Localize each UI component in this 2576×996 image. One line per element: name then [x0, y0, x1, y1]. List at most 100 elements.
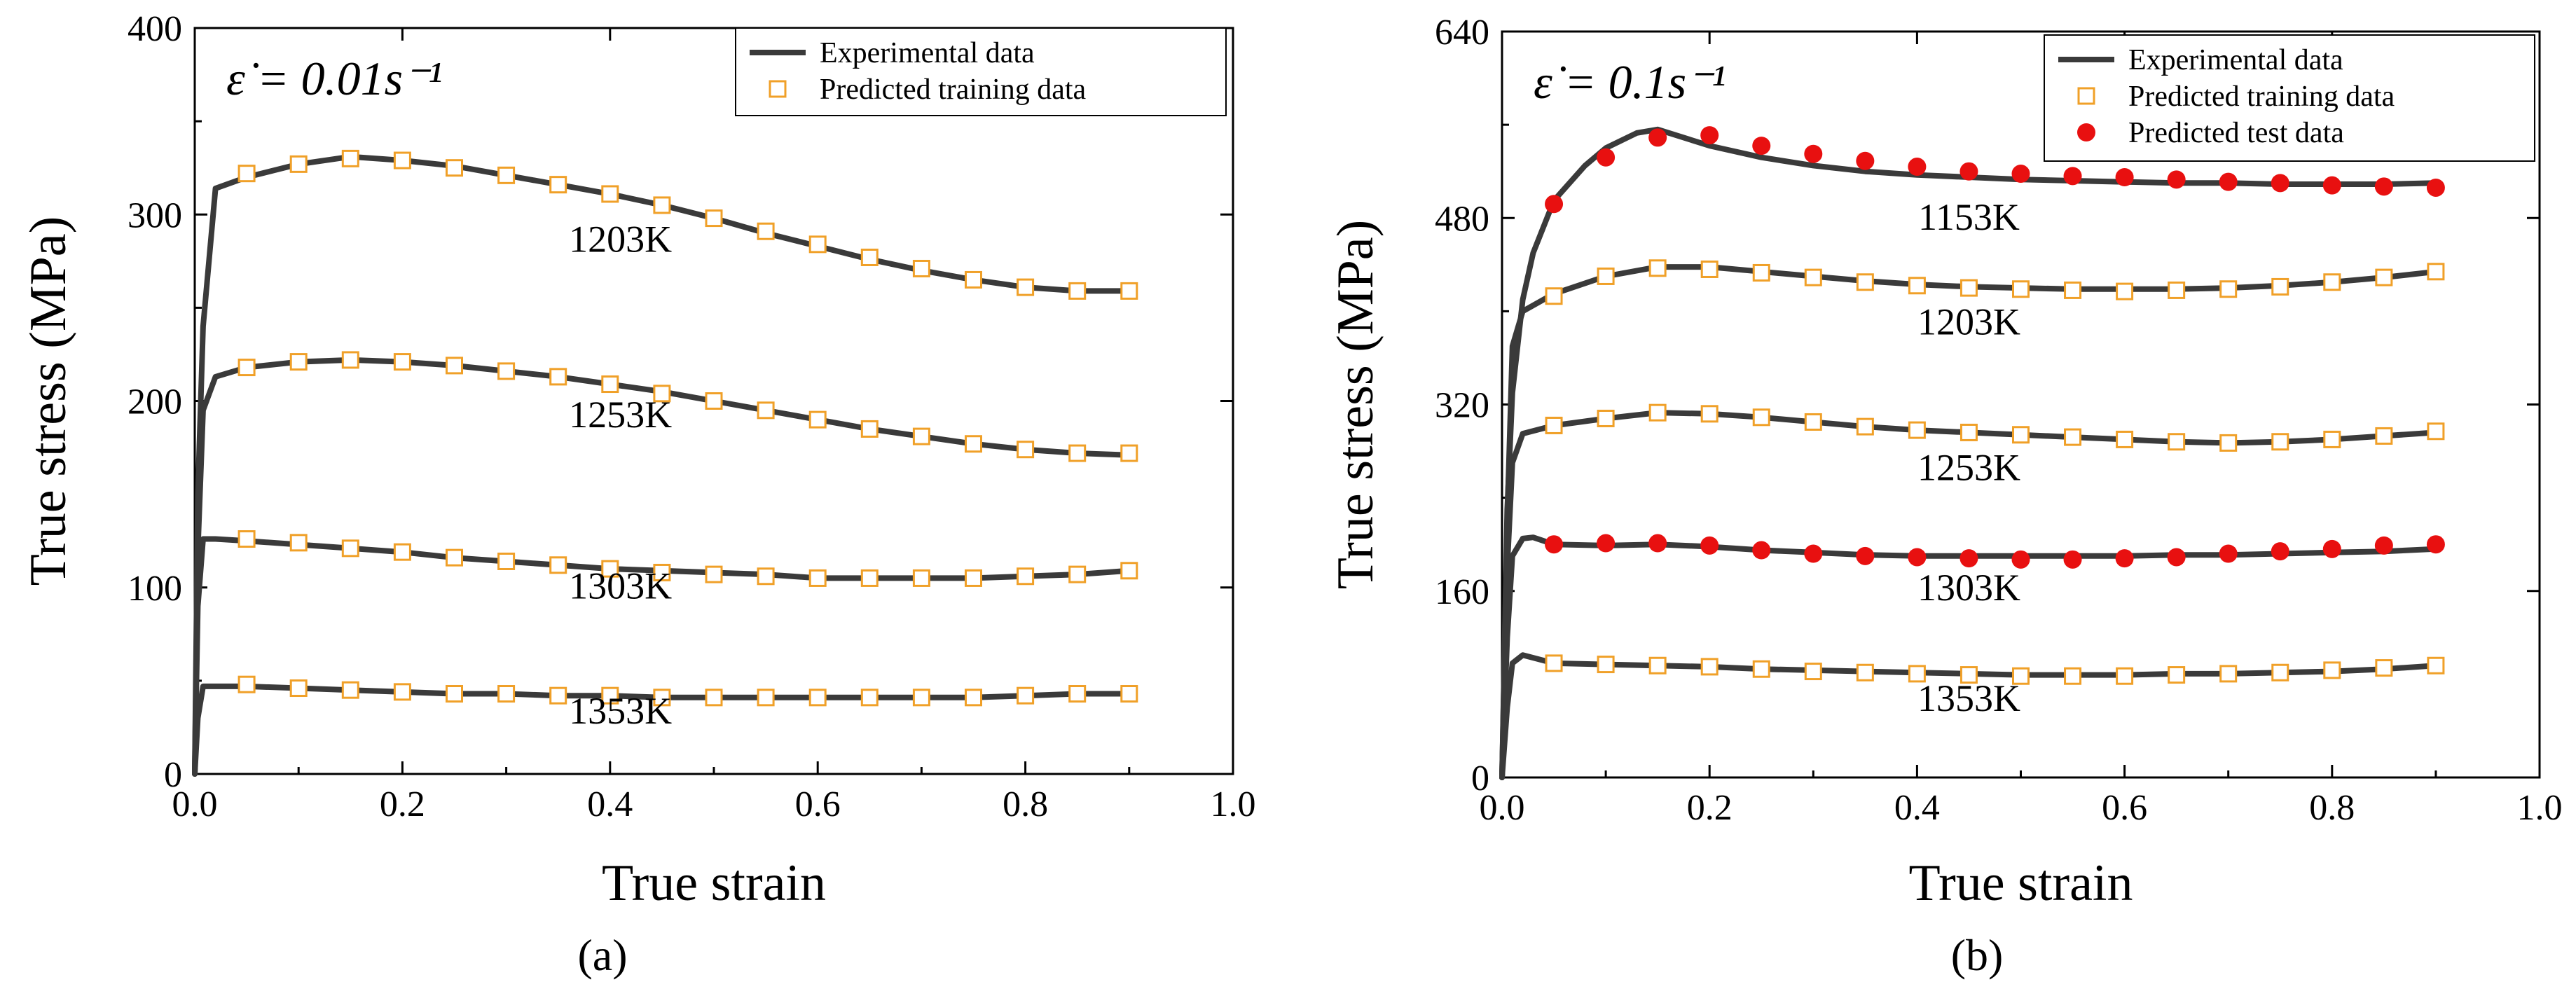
test-marker-1303K: [1804, 544, 1823, 563]
training-marker-1203K: [1700, 260, 1719, 278]
y-axis-title: True stress (MPa): [20, 216, 77, 586]
training-marker-1303K: [497, 552, 516, 570]
training-marker-1203K: [1597, 267, 1615, 285]
training-marker-1253K: [653, 385, 671, 403]
y-tick-label: 0: [1471, 759, 1489, 798]
training-marker-1303K: [341, 539, 359, 558]
test-marker-1303K: [1856, 546, 1875, 565]
training-marker-1203K: [601, 185, 619, 203]
training-marker-1353K: [601, 686, 619, 705]
training-marker-1353K: [1120, 685, 1138, 703]
training-marker-1353K: [289, 679, 308, 698]
training-marker-1203K: [1804, 268, 1822, 286]
training-marker-1253K: [2323, 430, 2341, 448]
test-marker-1153K: [2115, 168, 2134, 187]
training-marker-1203K: [1017, 278, 1035, 296]
training-marker-1353K: [2427, 656, 2445, 675]
legend-dot-swatch: [2077, 123, 2095, 141]
training-marker-1353K: [2168, 666, 2186, 684]
test-marker-1303K: [1597, 534, 1616, 553]
test-marker-1153K: [1700, 126, 1719, 145]
training-marker-1303K: [705, 565, 723, 583]
test-marker-1303K: [2011, 550, 2030, 569]
training-marker-1353K: [808, 689, 827, 707]
test-marker-1303K: [1752, 541, 1771, 560]
x-tick-label: 0.4: [1894, 788, 1940, 828]
panel-label-b: (b): [1951, 930, 2004, 980]
training-marker-1203K: [705, 209, 723, 228]
training-marker-1203K: [237, 165, 256, 183]
y-axis-title: True stress (MPa): [1327, 220, 1384, 590]
test-marker-1303K: [2063, 550, 2082, 569]
test-marker-1303K: [2374, 536, 2393, 555]
training-marker-1353K: [1908, 665, 1926, 683]
strain-rate-annotation: ε̇ = 0.01s⁻¹: [226, 52, 442, 105]
training-marker-1203K: [1908, 277, 1926, 295]
training-marker-1203K: [1959, 279, 1978, 297]
x-tick-label: 0.8: [2309, 788, 2355, 828]
training-marker-1203K: [341, 149, 359, 167]
chart-panel-b: 0.0 0.2 0.4 0.6 0.8 1.0 0 160 320 480 640 True stra…: [1327, 13, 2563, 912]
test-marker-1153K: [2426, 178, 2445, 197]
training-marker-1203K: [549, 176, 567, 194]
training-marker-1303K: [965, 569, 982, 587]
test-marker-1303K: [2167, 548, 2186, 567]
legend-label: Predicted training data: [2128, 81, 2395, 113]
test-marker-1153K: [2011, 165, 2030, 184]
test-marker-1153K: [1648, 128, 1667, 147]
test-marker-1153K: [2063, 167, 2082, 186]
training-marker-1203K: [497, 166, 516, 184]
training-marker-1303K: [393, 543, 411, 561]
training-marker-1253K: [2219, 434, 2238, 452]
x-tick-label: 0.2: [1687, 788, 1733, 828]
training-marker-1253K: [1752, 408, 1770, 427]
test-marker-1153K: [2219, 172, 2238, 191]
training-marker-1203K: [965, 270, 982, 289]
legend-label: Experimental data: [820, 37, 1035, 69]
training-marker-1203K: [446, 159, 463, 177]
test-marker-1303K: [2115, 549, 2134, 568]
x-tick-label: 1.0: [2517, 788, 2563, 828]
training-marker-1303K: [1120, 562, 1138, 580]
y-tick-label: 400: [128, 9, 182, 49]
test-marker-1303K: [2271, 542, 2289, 561]
curve-label-1253K: 1253K: [1917, 447, 2020, 489]
training-marker-1353K: [393, 683, 411, 701]
test-marker-1153K: [1959, 162, 1978, 181]
training-marker-1253K: [237, 359, 256, 377]
x-tick-label: 0.8: [1003, 784, 1048, 824]
training-marker-1303K: [1068, 565, 1087, 583]
y-tick-label: 480: [1435, 199, 1489, 239]
training-marker-1353K: [1545, 654, 1563, 672]
training-marker-1353K: [705, 689, 723, 707]
training-marker-1203K: [2323, 273, 2341, 291]
x-tick-label: 0.0: [1480, 788, 1525, 828]
training-marker-1353K: [965, 689, 982, 707]
curve-label-1203K: 1203K: [569, 219, 672, 261]
experimental-line-1203K: [1499, 264, 2439, 780]
training-marker-1253K: [1068, 444, 1087, 462]
training-marker-1253K: [2427, 422, 2445, 441]
training-marker-1203K: [1120, 282, 1138, 300]
training-marker-1253K: [1700, 405, 1719, 423]
x-axis-title: True strain: [1909, 855, 2133, 912]
training-marker-1253K: [2116, 430, 2134, 448]
curve-label-1353K: 1353K: [1917, 677, 2020, 719]
training-marker-1253K: [757, 401, 775, 420]
training-marker-1253K: [2375, 427, 2393, 445]
training-marker-1303K: [237, 530, 256, 548]
training-marker-1203K: [860, 248, 879, 266]
test-marker-1153K: [1856, 151, 1875, 170]
experimental-line-1203K: [192, 153, 1132, 777]
y-tick-label: 320: [1435, 386, 1489, 426]
training-marker-1203K: [1545, 287, 1563, 305]
training-marker-1203K: [2271, 277, 2289, 296]
x-tick-label: 0.6: [2102, 788, 2147, 828]
training-marker-1253K: [446, 357, 463, 375]
test-marker-1303K: [2426, 535, 2445, 554]
training-marker-1203K: [289, 155, 308, 173]
training-marker-1303K: [549, 556, 567, 574]
training-marker-1353K: [2064, 667, 2082, 685]
test-marker-1303K: [1908, 548, 1927, 567]
training-marker-1353K: [549, 686, 567, 705]
